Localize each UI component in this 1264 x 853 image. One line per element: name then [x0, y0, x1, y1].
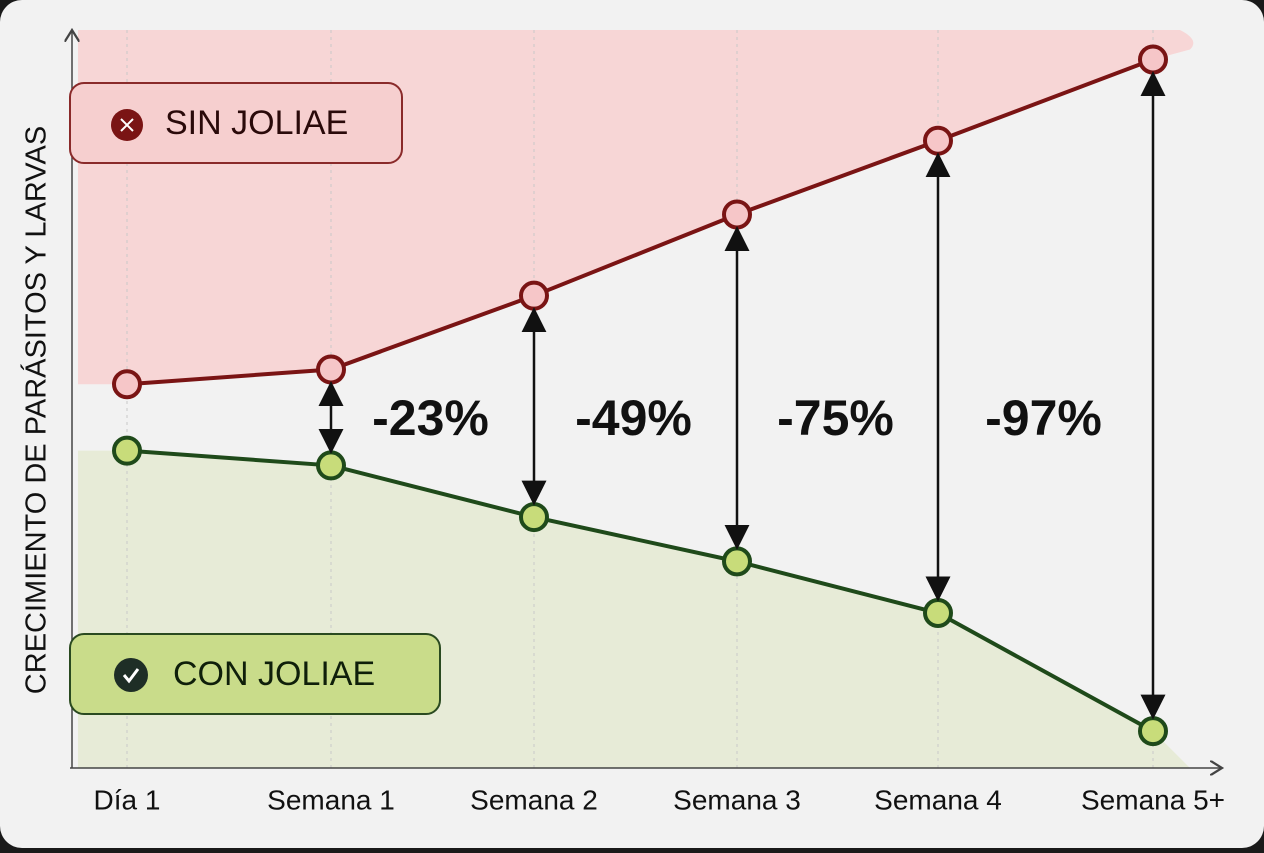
- legend-icon-check: [122, 668, 140, 684]
- series-line: [126, 57, 1154, 387]
- y-axis-label: CRECIMIENTO DE PARÁSITOS Y LARVAS: [20, 126, 53, 694]
- x-tick-label: Semana 5+: [1081, 784, 1225, 815]
- legend-icon: [114, 658, 148, 692]
- legend-label: CON JOLIAE: [173, 655, 375, 693]
- annotation: -75%: [777, 390, 894, 446]
- x-tick-label: Día 1: [94, 784, 161, 815]
- series-line: [126, 448, 1154, 733]
- legend-label: SIN JOLIAE: [165, 104, 348, 142]
- point: [112, 435, 142, 466]
- point: [1138, 44, 1168, 75]
- x-tick-label: Semana 2: [470, 784, 598, 815]
- x-tick-label: Semana 4: [874, 784, 1002, 815]
- point: [112, 369, 142, 400]
- annotation: -49%: [575, 390, 692, 446]
- point: [722, 546, 752, 577]
- legend-icon-x: [120, 118, 134, 132]
- point: [316, 354, 346, 385]
- x-tick-label: Semana 3: [673, 784, 801, 815]
- point: [1138, 716, 1168, 747]
- legend-green: CON JOLIAE: [69, 633, 441, 715]
- legend-box: [69, 633, 441, 715]
- point: [923, 598, 953, 629]
- x-tick-label: Semana 1: [267, 784, 395, 815]
- point: [519, 280, 549, 311]
- point: [923, 125, 953, 156]
- legend-box: [69, 82, 403, 164]
- point: [722, 199, 752, 230]
- point: [316, 450, 346, 481]
- annotation: -97%: [985, 390, 1102, 446]
- legend-red: SIN JOLIAE: [69, 82, 403, 164]
- point: [519, 502, 549, 533]
- annotation: -23%: [372, 390, 489, 446]
